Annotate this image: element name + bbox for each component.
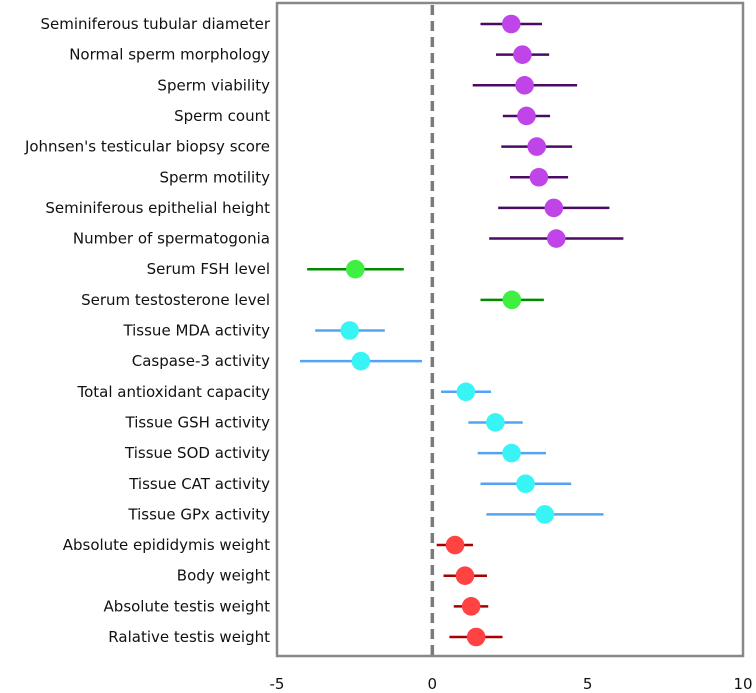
row-label: Tissue SOD activity <box>124 444 270 462</box>
row-label: Serum FSH level <box>147 260 270 278</box>
estimate-point <box>502 443 521 463</box>
x-tick-label: 10 <box>733 675 752 693</box>
estimate-point <box>501 14 521 34</box>
row-label: Caspase-3 activity <box>132 352 270 370</box>
row-label: Sperm viability <box>157 76 270 94</box>
row-label: Normal sperm morphology <box>69 46 270 64</box>
estimate-point <box>544 198 564 218</box>
estimate-point <box>456 382 476 402</box>
row-label: Body weight <box>177 567 270 585</box>
estimate-point <box>345 259 365 279</box>
row-label: Sperm count <box>174 107 270 125</box>
row-label: Sperm motility <box>160 168 271 186</box>
x-tick-label: 5 <box>583 675 593 693</box>
estimate-point <box>529 167 549 187</box>
estimate-point <box>546 229 566 248</box>
row-label: Ralative testis weight <box>108 628 270 646</box>
estimate-point <box>516 474 535 494</box>
row-label: Serum testosterone level <box>81 291 270 309</box>
estimate-point <box>535 505 555 524</box>
row-label: Number of spermatogonia <box>73 230 270 248</box>
row-label: Tissue GPx activity <box>127 505 270 523</box>
row-label: Johnsen's testicular biopsy score <box>24 138 270 156</box>
row-label: Seminiferous tubular diameter <box>40 15 270 33</box>
estimate-point <box>517 106 536 126</box>
estimate-point <box>461 597 481 616</box>
plot-frame <box>275 1 745 658</box>
row-label: Total antioxidant capacity <box>76 383 270 401</box>
estimate-point <box>515 76 534 95</box>
row-label: Seminiferous epithelial height <box>45 199 270 217</box>
estimate-point <box>527 137 547 156</box>
estimate-point <box>351 351 371 371</box>
row-label: Tissue MDA activity <box>122 322 270 340</box>
estimate-point <box>466 627 486 647</box>
row-label: Tissue GSH activity <box>125 413 271 431</box>
x-tick-label: -5 <box>270 675 285 693</box>
x-tick-label: 0 <box>428 675 438 693</box>
estimate-point <box>513 45 532 64</box>
estimate-point <box>486 413 505 432</box>
row-label: Tissue CAT activity <box>128 475 270 493</box>
row-label: Absolute testis weight <box>104 597 271 615</box>
estimate-point <box>455 566 475 585</box>
estimate-point <box>340 321 359 340</box>
estimate-point <box>445 535 465 555</box>
row-label: Absolute epididymis weight <box>63 536 270 554</box>
estimate-point <box>502 290 522 310</box>
